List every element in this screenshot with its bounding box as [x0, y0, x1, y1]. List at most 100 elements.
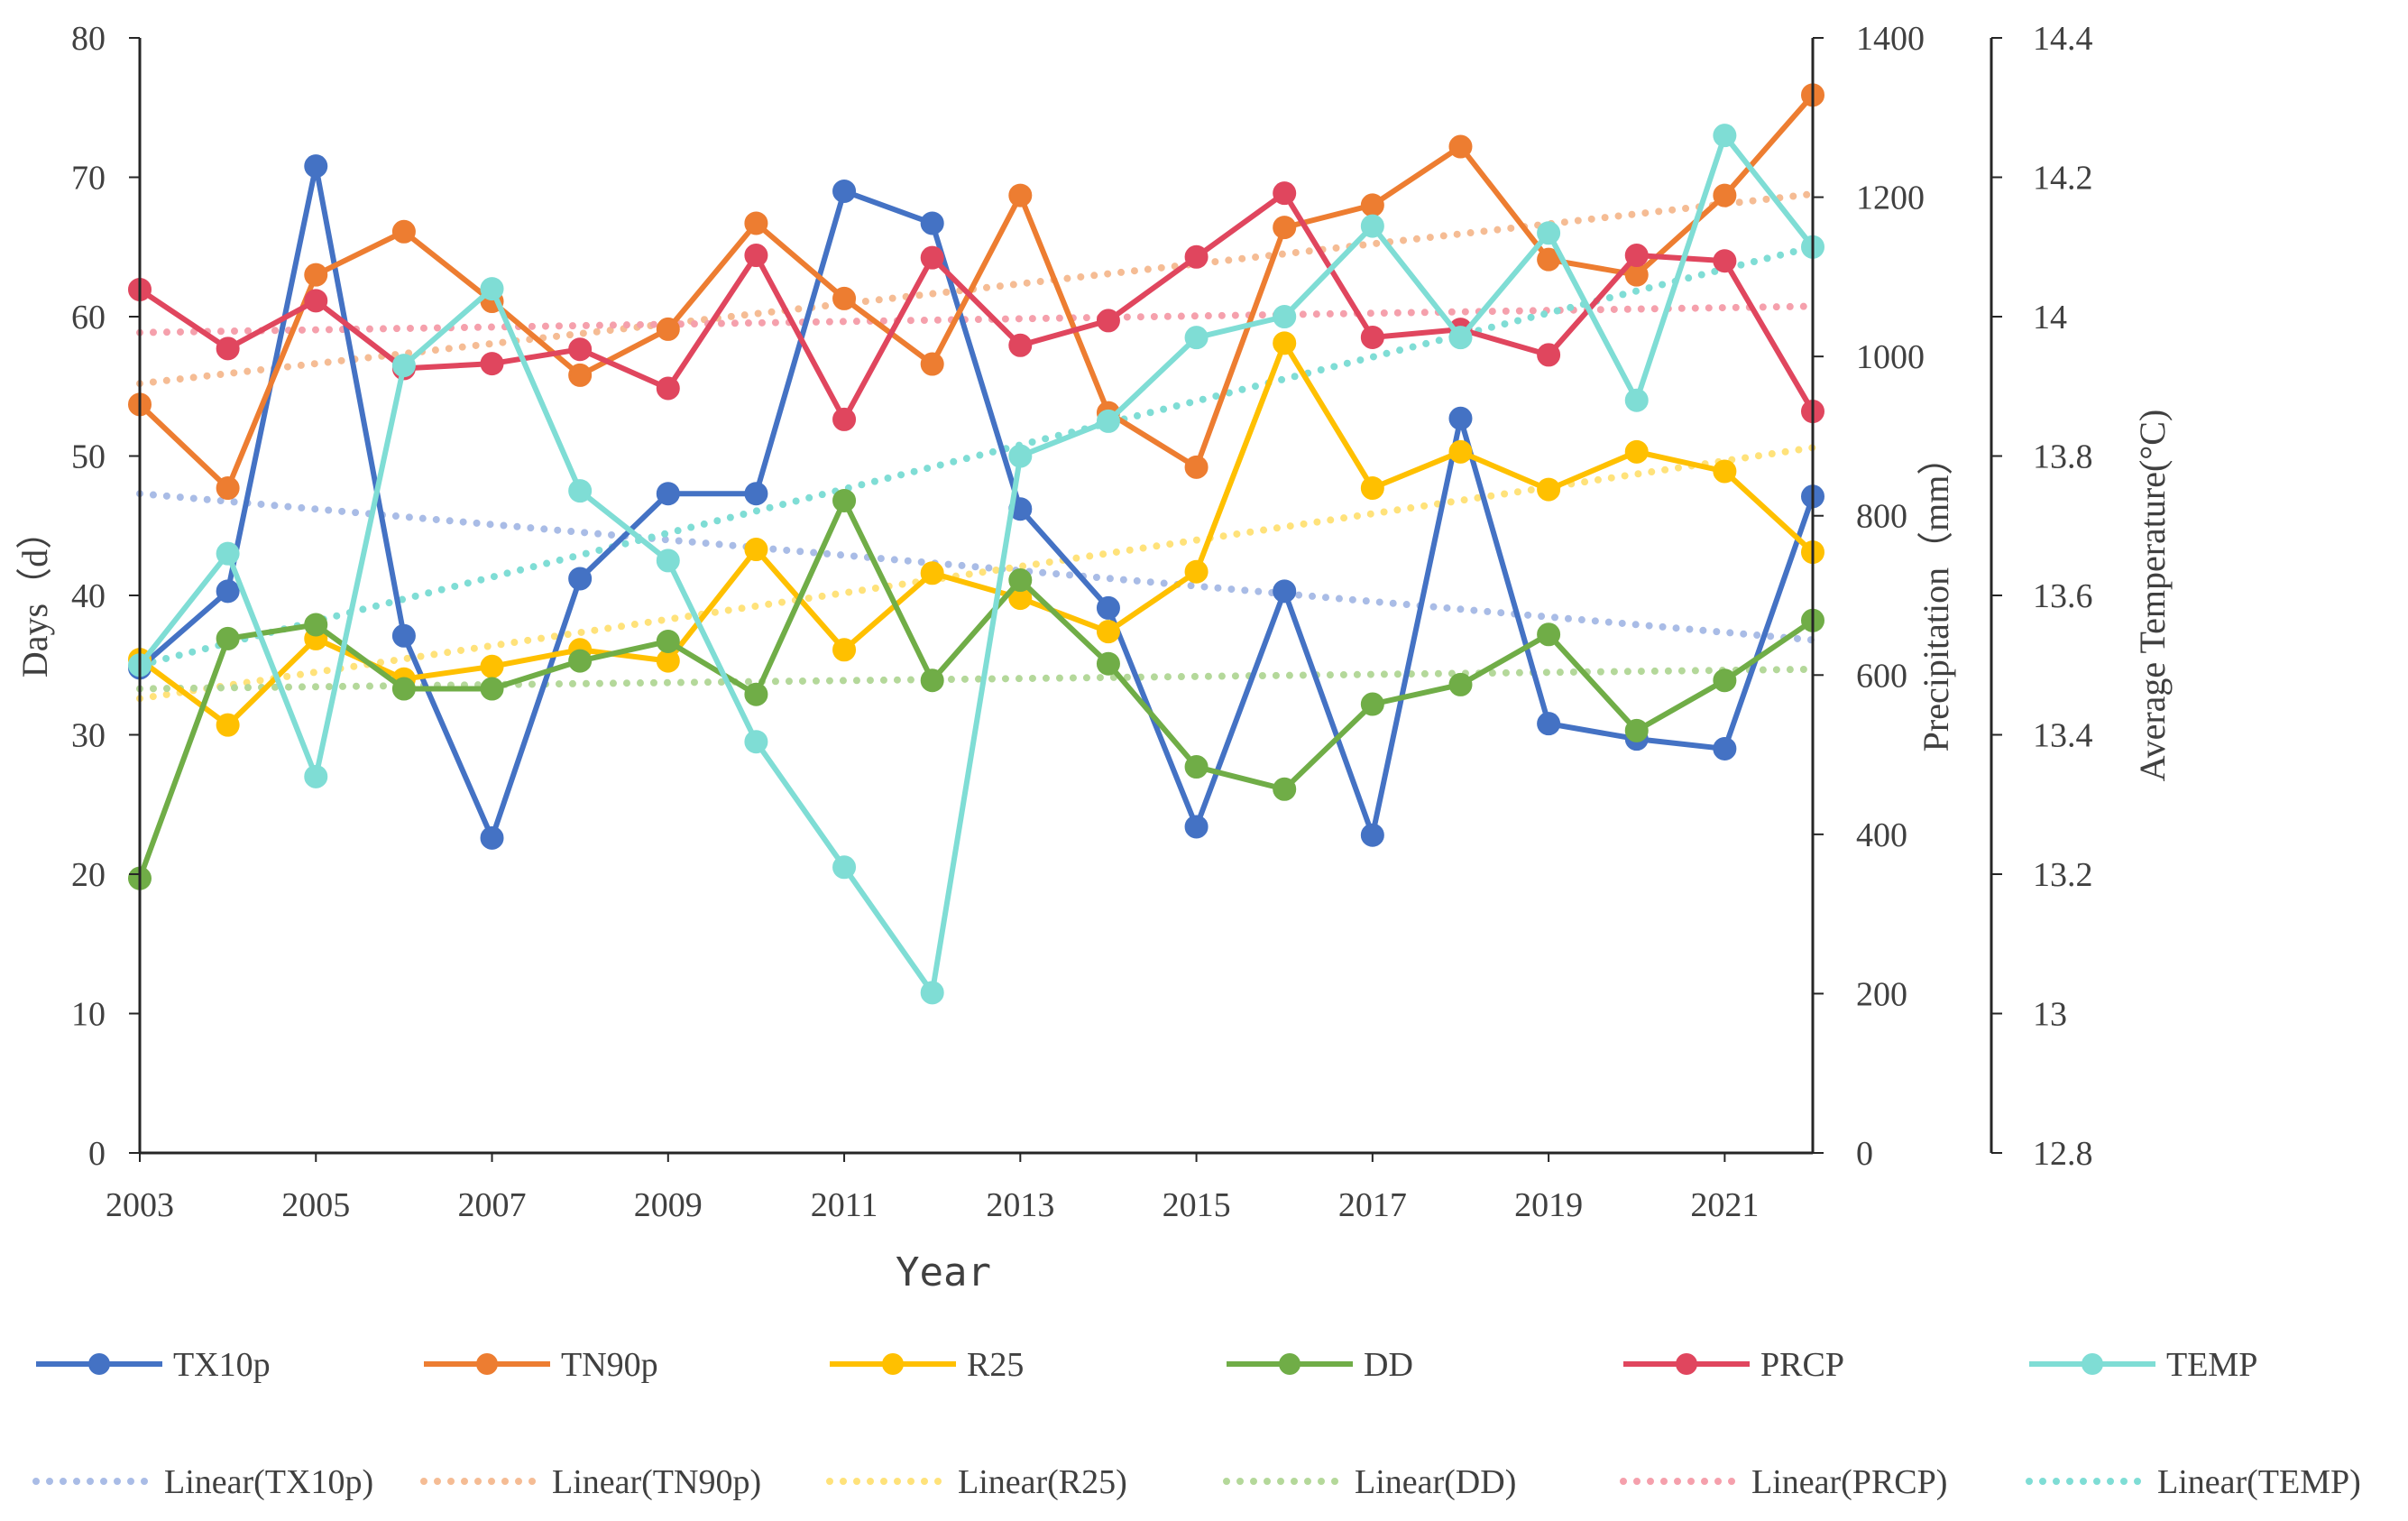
temperature-tick-labels: 12.8 13 13.2 13.4 13.6 13.8 14 14.2 14.4 — [1991, 20, 2093, 1173]
data-point-tx10p — [568, 567, 593, 591]
data-point-prcp — [1713, 249, 1737, 273]
data-point-dd — [920, 668, 944, 693]
data-point-tn90p — [744, 211, 768, 235]
plot-area — [128, 83, 1824, 1005]
data-point-temp — [1008, 444, 1033, 468]
temperature-axis-title: Average Temperature(°C) — [2132, 410, 2173, 782]
precipitation-tick-labels: 0 200 400 600 800 1000 1200 1400 — [1813, 20, 1925, 1173]
data-point-dd — [1713, 668, 1737, 693]
data-point-dd — [656, 629, 680, 653]
data-point-temp — [1448, 326, 1473, 350]
data-point-temp — [1273, 305, 1297, 328]
days-tick-label: 20 — [71, 856, 106, 894]
data-point-dd — [1624, 718, 1649, 742]
days-tick-label: 10 — [71, 996, 106, 1034]
data-point-dd — [1096, 651, 1120, 676]
data-point-temp — [304, 764, 328, 788]
data-point-tn90p — [920, 352, 944, 376]
data-point-prcp — [1360, 325, 1384, 349]
x-tick-label: 2007 — [458, 1186, 527, 1224]
data-point-tn90p — [1360, 193, 1384, 217]
temp-tick-label: 13.2 — [2033, 856, 2093, 894]
legend: TX10p TN90p R25 DD PRCP TEMP Linear(TX10p) Line… — [32, 1346, 2361, 1501]
data-point-tx10p — [1448, 406, 1473, 430]
data-point-dd — [1448, 672, 1473, 696]
data-point-tn90p — [304, 263, 328, 287]
data-point-tx10p — [391, 623, 416, 648]
data-point-r25 — [1537, 477, 1561, 502]
data-point-prcp — [216, 336, 240, 361]
legend-marker-temp — [2082, 1353, 2103, 1375]
series-line-dd — [137, 497, 1815, 880]
data-point-tx10p — [1537, 712, 1561, 736]
data-point-temp — [920, 981, 944, 1005]
data-point-temp — [1184, 326, 1209, 350]
data-point-temp — [744, 730, 768, 754]
temp-tick-label: 13.4 — [2033, 717, 2093, 755]
trendline-prcp — [136, 302, 1816, 336]
days-tick-labels: 0 10 20 30 40 50 60 70 80 — [71, 20, 140, 1173]
legend-label-tx10p: TX10p — [173, 1346, 271, 1384]
data-point-r25 — [1184, 559, 1209, 584]
data-point-dd — [1360, 692, 1384, 716]
data-point-tx10p — [744, 482, 768, 506]
days-tick-label: 80 — [71, 20, 106, 58]
legend-label-linear-prcp: Linear(PRCP) — [1751, 1463, 1947, 1501]
x-axis-title: Year — [896, 1249, 991, 1295]
temp-tick-label: 13.6 — [2033, 577, 2093, 615]
x-tick-label: 2021 — [1690, 1186, 1759, 1224]
legend-marker-prcp — [1676, 1353, 1697, 1375]
data-point-prcp — [1537, 343, 1561, 367]
series-line-tx10p — [138, 163, 1815, 841]
prcp-tick-label: 600 — [1856, 657, 1907, 695]
data-point-prcp — [656, 376, 680, 401]
days-tick-label: 60 — [71, 299, 106, 336]
legend-label-temp: TEMP — [2166, 1346, 2257, 1384]
days-tick-label: 50 — [71, 438, 106, 476]
data-point-r25 — [656, 649, 680, 673]
x-tick-label: 2015 — [1163, 1186, 1231, 1224]
trendline-r25 — [136, 444, 1816, 703]
legend-label-tn90p: TN90p — [561, 1346, 658, 1384]
data-point-temp — [1624, 388, 1649, 412]
legend-label-linear-tn90p: Linear(TN90p) — [552, 1463, 761, 1501]
data-point-tx10p — [1713, 736, 1737, 760]
days-axis-title: Days（d） — [14, 513, 55, 678]
data-point-dd — [568, 649, 593, 673]
data-point-tx10p — [304, 154, 328, 179]
data-point-temp — [216, 541, 240, 566]
data-point-dd — [1273, 777, 1297, 801]
prcp-tick-label: 1200 — [1856, 180, 1925, 217]
data-point-tn90p — [656, 317, 680, 341]
data-point-tn90p — [568, 363, 593, 387]
data-point-tx10p — [480, 825, 504, 850]
trendline-tx10p — [136, 490, 1816, 644]
data-point-tx10p — [832, 179, 857, 203]
data-point-tn90p — [1713, 183, 1737, 207]
data-point-temp — [656, 548, 680, 573]
data-point-prcp — [1624, 244, 1649, 268]
data-point-tn90p — [1537, 247, 1561, 272]
data-point-prcp — [480, 352, 504, 376]
data-point-dd — [391, 677, 416, 701]
data-point-temp — [1537, 221, 1561, 245]
data-point-temp — [480, 277, 504, 301]
prcp-tick-label: 400 — [1856, 816, 1907, 854]
data-point-dd — [304, 613, 328, 637]
legend-marker-r25 — [882, 1353, 904, 1375]
legend-label-linear-tx10p: Linear(TX10p) — [164, 1463, 373, 1501]
data-point-tn90p — [1273, 216, 1297, 240]
data-point-tn90p — [1184, 455, 1209, 479]
x-tick-label: 2017 — [1338, 1186, 1407, 1224]
data-point-tn90p — [832, 286, 857, 310]
data-point-dd — [1537, 622, 1561, 647]
prcp-tick-label: 1000 — [1856, 338, 1925, 376]
data-point-temp — [1096, 409, 1120, 433]
data-point-tx10p — [1360, 823, 1384, 847]
data-point-tn90p — [391, 219, 416, 244]
data-point-tx10p — [1096, 595, 1120, 620]
data-point-prcp — [304, 289, 328, 313]
legend-label-linear-dd: Linear(DD) — [1355, 1463, 1516, 1501]
data-point-dd — [744, 682, 768, 706]
